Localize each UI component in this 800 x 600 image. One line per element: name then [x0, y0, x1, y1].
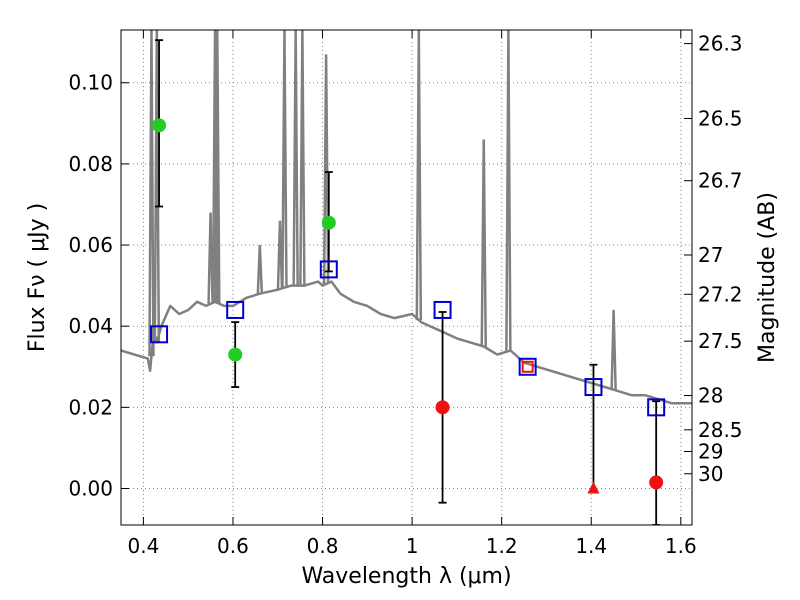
- emission-line-spike: [153, 30, 161, 343]
- model-photometry-square: [150, 325, 169, 344]
- model-photometry-square: [319, 260, 338, 279]
- emission-line-spike: [415, 30, 423, 321]
- x-tick-label: 1.2: [486, 534, 518, 558]
- emission-line-spike: [480, 139, 488, 347]
- magnitude-tick-label: 28: [698, 384, 723, 408]
- emission-line-spike: [610, 309, 617, 390]
- magnitude-tick-label: 27: [698, 243, 723, 267]
- model-spectrum-line: [121, 280, 692, 405]
- model-photometry-square: [433, 300, 452, 319]
- emission-line-spike: [256, 244, 264, 294]
- emission-line-spike: [505, 30, 512, 352]
- x-tick-label: 0.4: [127, 534, 159, 558]
- emission-line-spike: [214, 30, 221, 303]
- emission-line-spike: [322, 54, 330, 285]
- magnitude-tick-label: 27.5: [698, 329, 743, 353]
- errorbar-layer: [155, 39, 661, 525]
- model-photometry-square: [647, 398, 666, 417]
- y-tick-label: 0.04: [68, 314, 113, 338]
- emission-line-spike: [148, 30, 155, 357]
- x-tick-label: 1.4: [575, 534, 607, 558]
- y-tick-label: 0.08: [68, 152, 113, 176]
- grid-layer: [121, 30, 692, 525]
- model-photometry-square: [226, 300, 245, 319]
- emission-line-spike: [281, 30, 288, 288]
- magnitude-axis-label: Magnitude (AB): [755, 192, 780, 363]
- red-open-square: [521, 360, 534, 373]
- tick-layer: 0.4 0.6 0.8 1 1.2 1.4 1.6 0.00 0.02 0.04 0.06 0.08 0…: [68, 30, 743, 558]
- nir-data-point: [435, 400, 450, 415]
- y-tick-label: 0.06: [68, 233, 113, 257]
- optical-data-point: [321, 215, 336, 230]
- y-tick-label: 0.00: [68, 476, 113, 500]
- magnitude-tick-label: 29: [698, 439, 723, 463]
- optical-data-point: [152, 118, 167, 133]
- y-tick-label: 0.02: [68, 395, 113, 419]
- magnitude-tick-label: 26.5: [698, 106, 743, 130]
- model-photometry-square: [518, 357, 537, 376]
- upper-limit-triangle: [587, 481, 600, 494]
- emission-line-spike: [276, 220, 284, 290]
- y-tick-label: 0.10: [68, 71, 113, 95]
- x-tick-label: 0.8: [307, 534, 339, 558]
- x-tick-label: 1: [406, 534, 419, 558]
- nir-data-point: [649, 475, 664, 490]
- emission-line-spike: [299, 30, 306, 286]
- x-axis-label: Wavelength λ (μm): [301, 564, 511, 589]
- emission-line-spike: [207, 212, 214, 304]
- x-tick-label: 0.6: [217, 534, 249, 558]
- emission-line-spike: [292, 30, 299, 286]
- magnitude-tick-label: 26.3: [698, 32, 743, 56]
- magnitude-tick-label: 26.7: [698, 169, 743, 193]
- x-tick-label: 1.6: [665, 534, 697, 558]
- plot-frame: [120, 29, 693, 526]
- magnitude-tick-label: 28.5: [698, 418, 743, 442]
- optical-data-point: [228, 347, 243, 362]
- spectrum-layer: [121, 30, 692, 405]
- model-photometry-square: [584, 378, 603, 397]
- magnitude-tick-label: 30: [698, 462, 723, 486]
- y-axis-label: Flux Fν ( μJy ): [25, 203, 50, 352]
- marker-layer: [150, 118, 666, 494]
- magnitude-tick-label: 27.2: [698, 282, 743, 306]
